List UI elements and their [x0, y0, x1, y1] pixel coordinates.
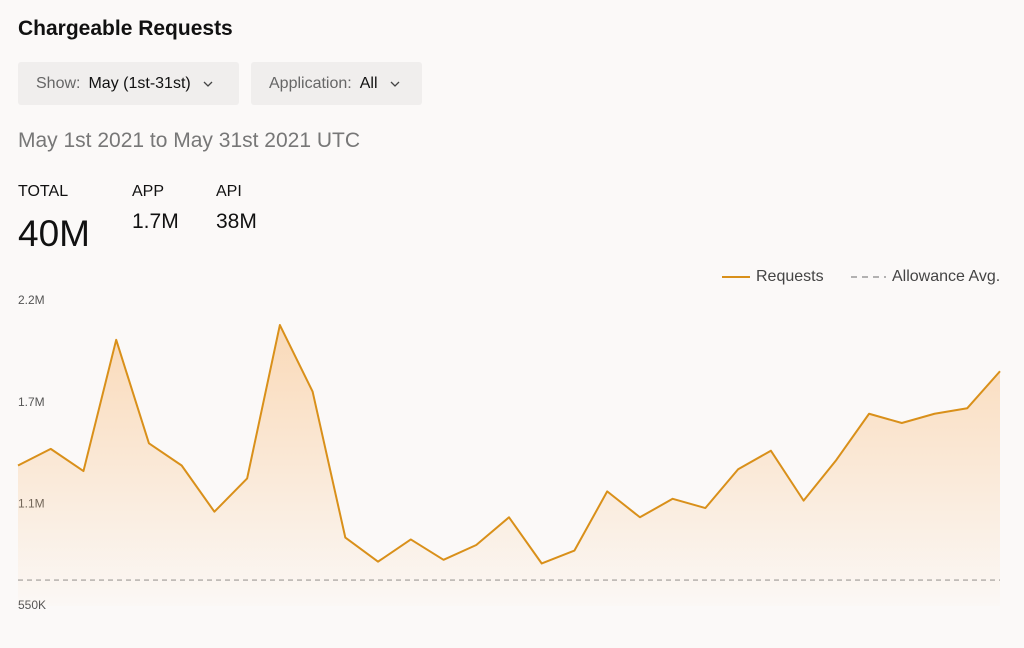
stat-label: API	[216, 183, 242, 200]
stat-label: APP	[132, 183, 165, 200]
legend-label: Requests	[756, 268, 824, 285]
legend-label: Allowance Avg.	[892, 268, 1000, 285]
application-filter[interactable]: Application: All	[251, 62, 422, 105]
filter-value: All	[359, 74, 378, 92]
filter-label: Application:	[269, 74, 352, 92]
stat-value: 38M	[216, 210, 257, 233]
filter-value: May (1st-31st)	[88, 74, 191, 92]
chevron	[203, 81, 213, 87]
area-fill	[18, 325, 1000, 606]
y-tick-label: 2.2M	[18, 293, 45, 307]
filter-label: Show:	[36, 74, 81, 92]
stat-value: 40M	[18, 213, 90, 254]
stat-value: 1.7M	[132, 210, 179, 233]
y-tick-label: 1.7M	[18, 395, 45, 409]
line	[17, 324, 1001, 565]
chevron	[390, 81, 399, 87]
page-title: Chargeable Requests	[18, 17, 233, 40]
show-filter[interactable]: Show: May (1st-31st)	[18, 62, 239, 105]
stat-label: TOTAL	[18, 183, 69, 200]
date-range: May 1st 2021 to May 31st 2021 UTC	[18, 129, 360, 152]
